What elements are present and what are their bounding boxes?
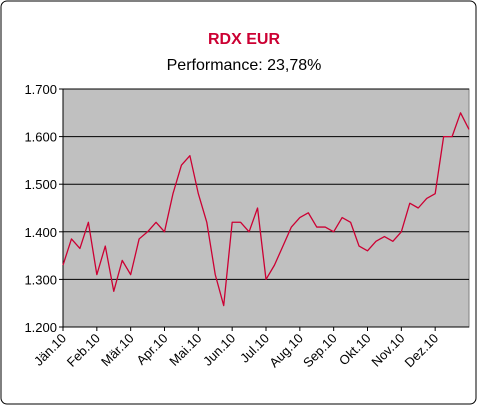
line-series	[62, 112, 470, 307]
y-tick-label: 1.300	[24, 272, 57, 287]
chart-title: RDX EUR	[208, 31, 280, 48]
plot-area	[62, 88, 470, 328]
chart-subtitle: Performance: 23,78%	[167, 57, 322, 74]
y-tick-label: 1.700	[24, 82, 57, 97]
y-tick-label: 1.500	[24, 177, 57, 192]
y-tick-label: 1.600	[24, 130, 57, 145]
y-tick-label: 1.200	[24, 320, 57, 335]
y-tick-label: 1.400	[24, 225, 57, 240]
